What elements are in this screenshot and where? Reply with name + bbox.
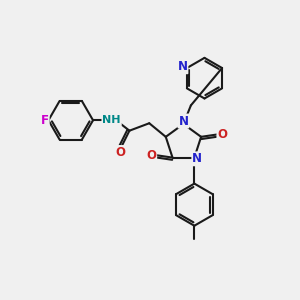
Text: O: O — [146, 148, 156, 162]
Text: N: N — [177, 60, 188, 73]
Text: F: F — [41, 114, 49, 127]
Text: N: N — [192, 152, 202, 165]
Text: O: O — [218, 128, 227, 141]
Text: O: O — [116, 146, 126, 159]
Text: N: N — [178, 115, 188, 128]
Text: NH: NH — [102, 115, 121, 125]
